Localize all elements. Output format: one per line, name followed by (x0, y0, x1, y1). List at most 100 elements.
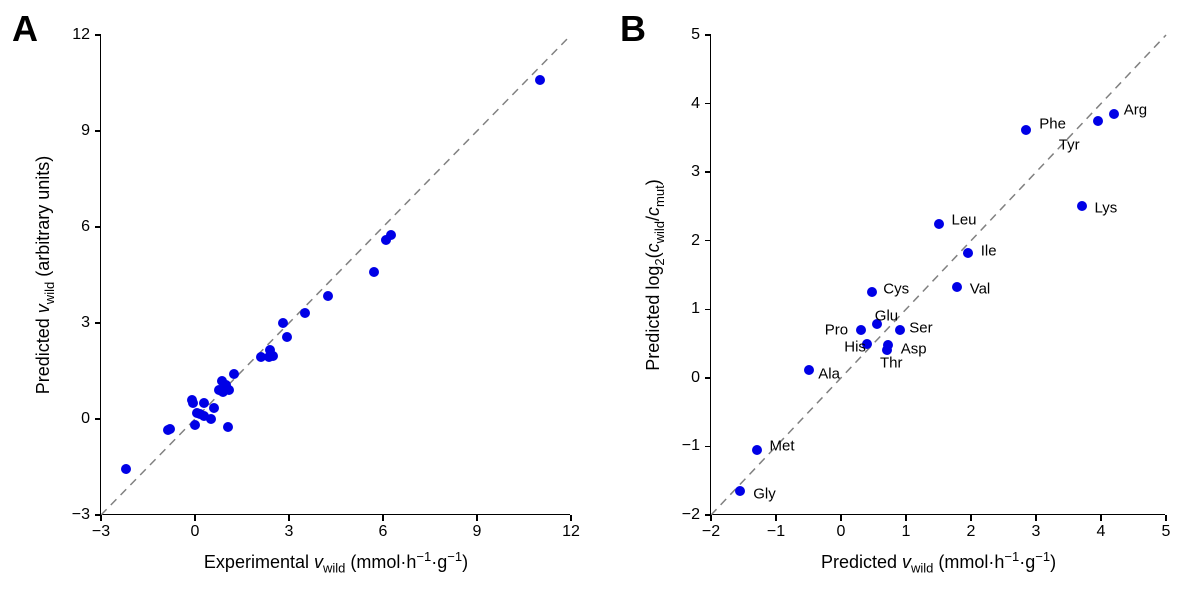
panel-a-data-point (188, 398, 198, 408)
panel-a-x-tick-label: −3 (92, 523, 110, 541)
panel-b-point-label: Ala (818, 366, 840, 383)
panel-b-point-label: Phe (1039, 116, 1066, 133)
panel-b-point-label: Ile (981, 243, 997, 260)
panel-a-data-point (209, 403, 219, 413)
panel-b-x-axis-label: Predicted vwild (mmol·h−1·g−1) (821, 549, 1056, 576)
panel-a-data-point (165, 424, 175, 434)
panel-b-y-tick-label: 0 (691, 369, 700, 387)
panel-b-y-tick-label: −2 (682, 506, 700, 524)
panel-a-data-point (323, 291, 333, 301)
panel-b-y-tick (705, 171, 711, 173)
panel-b-point-label: His (844, 339, 866, 356)
panel-b-x-tick-label: −2 (702, 523, 720, 541)
panel-a-y-tick (95, 514, 101, 516)
figure: A −3036912−3036912Experimental vwild (mm… (0, 0, 1200, 615)
panel-b-x-tick-label: 2 (967, 523, 976, 541)
panel-b-data-point (1021, 125, 1031, 135)
panel-a-data-point (206, 414, 216, 424)
panel-b-point-label: Val (970, 280, 991, 297)
panel-a-data-point (223, 422, 233, 432)
panel-a-data-point (190, 420, 200, 430)
panel-b-data-point (804, 365, 814, 375)
panel-b-point-label: Met (770, 438, 795, 455)
panel-b-point-label: Pro (825, 321, 848, 338)
panel-a-x-tick (194, 515, 196, 521)
panel-b-x-tick-label: −1 (767, 523, 785, 541)
panel-b-point-label: Cys (883, 280, 909, 297)
panel-a-x-tick (382, 515, 384, 521)
panel-a-x-axis-label: Experimental vwild (mmol·h−1·g−1) (204, 549, 468, 576)
panel-a-data-point (268, 351, 278, 361)
panel-b-data-point (867, 287, 877, 297)
panel-a-y-tick (95, 130, 101, 132)
panel-b-y-tick (705, 34, 711, 36)
panel-a-y-tick-label: 12 (72, 26, 90, 44)
panel-b-x-tick (840, 515, 842, 521)
panel-a-data-point (278, 318, 288, 328)
panel-b-y-tick (705, 377, 711, 379)
panel-b-x-tick (710, 515, 712, 521)
panel-b-x-tick (1100, 515, 1102, 521)
panel-b-x-tick (970, 515, 972, 521)
panel-b-data-point (735, 486, 745, 496)
panel-a-x-tick-label: 3 (285, 523, 294, 541)
panel-a-data-point (386, 230, 396, 240)
panel-b-data-point (883, 340, 893, 350)
panel-b-data-point (1093, 116, 1103, 126)
panel-b-x-tick (905, 515, 907, 521)
panel-b-y-tick (705, 240, 711, 242)
panel-b-point-label: Asp (901, 341, 927, 358)
panel-b-y-tick-label: 4 (691, 95, 700, 113)
panel-a-y-axis-label: Predicted vwild (arbitrary units) (33, 156, 57, 394)
panel-b-x-tick-label: 4 (1097, 523, 1106, 541)
panel-a-x-tick (100, 515, 102, 521)
panel-b-point-label: Thr (880, 354, 903, 371)
panel-a-data-point (369, 267, 379, 277)
panel-b-y-axis-label: Predicted log2(cwild/cmut) (643, 179, 667, 370)
panel-a-x-tick (288, 515, 290, 521)
panel-b-point-label: Gly (753, 486, 776, 503)
panel-b-y-tick (705, 103, 711, 105)
panel-b-data-point (934, 219, 944, 229)
panel-b-data-point (856, 325, 866, 335)
panel-a-x-tick-label: 6 (379, 523, 388, 541)
panel-b-x-tick-label: 0 (837, 523, 846, 541)
panel-a-y-tick (95, 418, 101, 420)
panel-b-y-tick-label: 2 (691, 232, 700, 250)
panel-a-x-tick-label: 0 (191, 523, 200, 541)
panel-b-y-tick (705, 446, 711, 448)
panel-a-label: A (12, 8, 38, 50)
panel-a-data-point (121, 464, 131, 474)
panel-a-data-point (229, 369, 239, 379)
panel-b-data-point (752, 445, 762, 455)
panel-a-y-tick-label: 0 (81, 410, 90, 428)
panel-a-data-point (300, 308, 310, 318)
panel-a-identity-line (101, 35, 571, 515)
panel-b-point-label: Lys (1095, 199, 1118, 216)
panel-b-x-tick-label: 3 (1032, 523, 1041, 541)
panel-a-x-tick-label: 12 (562, 523, 580, 541)
panel-a-data-point (535, 75, 545, 85)
panel-b-y-tick (705, 309, 711, 311)
panel-a-y-tick-label: 9 (81, 122, 90, 140)
panel-b-data-point (963, 248, 973, 258)
panel-b-x-tick (1035, 515, 1037, 521)
panel-b-x-tick-label: 1 (902, 523, 911, 541)
panel-b-x-tick (775, 515, 777, 521)
panel-a-y-tick-label: 3 (81, 314, 90, 332)
panel-a-data-point (282, 332, 292, 342)
panel-b-data-point (1109, 109, 1119, 119)
panel-b-y-tick-label: 1 (691, 300, 700, 318)
panel-b-y-tick-label: −1 (682, 437, 700, 455)
panel-b-label: B (620, 8, 646, 50)
panel-a-y-tick (95, 34, 101, 36)
panel-a-x-tick (570, 515, 572, 521)
panel-b-point-label: Arg (1124, 102, 1147, 119)
panel-b-y-tick-label: 5 (691, 26, 700, 44)
panel-b-data-point (952, 282, 962, 292)
panel-b-point-label: Ser (909, 319, 932, 336)
panel-b-x-tick-label: 5 (1162, 523, 1171, 541)
panel-b-plot: −2−1012345−2−1012345Predicted vwild (mmo… (710, 35, 1165, 515)
panel-b-point-label: Leu (952, 212, 977, 229)
panel-a-y-tick (95, 226, 101, 228)
